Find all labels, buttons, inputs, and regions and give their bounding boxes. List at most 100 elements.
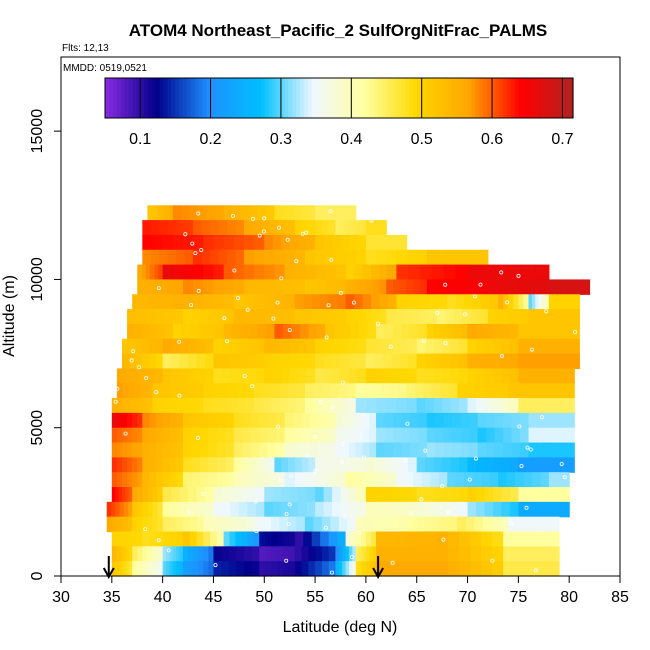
heatmap-cell [340, 234, 350, 251]
heatmap-cell [247, 338, 257, 355]
heatmap-cell [552, 487, 562, 503]
heatmap-cell [376, 442, 386, 458]
heatmap-cell [531, 472, 541, 488]
heatmap-cell [220, 398, 230, 414]
sample-point [443, 282, 448, 287]
colorbar-swatch [296, 78, 301, 118]
sample-point [257, 233, 262, 238]
heatmap-cell [191, 472, 201, 488]
heatmap-cell [230, 353, 240, 369]
heatmap-cell [254, 264, 265, 281]
heatmap-cell [284, 427, 294, 444]
heatmap-cell [538, 294, 543, 310]
heatmap-cell [564, 398, 575, 414]
heatmap-cell [559, 338, 570, 355]
heatmap-cell [132, 457, 138, 473]
heatmap-cell [509, 457, 519, 473]
heatmap-cell [116, 368, 126, 384]
heatmap-cell [565, 472, 570, 488]
heatmap-cell [115, 561, 120, 577]
heatmap-cell [379, 264, 389, 281]
heatmap-cell [348, 442, 357, 458]
heatmap-cell [406, 546, 418, 562]
heatmap-cell [431, 516, 442, 533]
heatmap-cell [137, 427, 143, 444]
colorbar-swatch [459, 78, 465, 118]
heatmap-cell [208, 546, 215, 562]
heatmap-cell [345, 561, 350, 577]
heatmap-cell [162, 427, 171, 444]
heatmap-cell [203, 516, 213, 533]
sample-point [369, 218, 374, 223]
heatmap-cell [166, 546, 171, 562]
heatmap-cell [301, 412, 311, 429]
heatmap-cell [342, 546, 347, 562]
colorbar-swatch [319, 78, 324, 118]
heatmap-cell [213, 234, 225, 251]
heatmap-cell [127, 309, 137, 325]
heatmap-cell [503, 531, 514, 547]
heatmap-cell [443, 264, 457, 281]
sample-point [313, 434, 318, 439]
heatmap-cell [437, 546, 449, 562]
heatmap-cell [460, 323, 469, 340]
heatmap-cell [431, 383, 442, 399]
heatmap-cell [198, 205, 208, 221]
heatmap-cell [348, 205, 357, 221]
heatmap-cell [247, 368, 257, 384]
heatmap-cell [443, 427, 453, 444]
heatmap-cell [357, 353, 367, 369]
heatmap-cell [381, 383, 391, 399]
heatmap-cell [204, 368, 215, 384]
heatmap-cell [111, 531, 118, 547]
sample-point [540, 415, 545, 420]
heatmap-cell [276, 427, 286, 444]
heatmap-cell [345, 531, 352, 547]
colorbar-swatch [432, 78, 438, 118]
heatmap-cell [232, 205, 242, 221]
heatmap-cell [447, 294, 457, 310]
heatmap-cell [460, 427, 470, 444]
heatmap-cell [355, 531, 362, 547]
heatmap-cell [359, 561, 364, 577]
heatmap-cell [225, 472, 235, 488]
colorbar-swatch [198, 78, 204, 118]
heatmap-cell [459, 531, 471, 547]
heatmap-cell [382, 353, 392, 369]
heatmap-cell [142, 220, 152, 236]
x-tick-label: 30 [52, 589, 70, 606]
heatmap-cell [492, 501, 503, 518]
heatmap-cell [545, 309, 555, 325]
sample-point [441, 537, 446, 542]
heatmap-cell [223, 323, 233, 340]
sample-point [254, 529, 259, 534]
heatmap-cell [259, 472, 269, 488]
sample-point [294, 259, 299, 264]
heatmap-cell [168, 205, 174, 221]
heatmap-cell [376, 412, 386, 429]
heatmap-cell [267, 472, 277, 488]
x-tick-label: 35 [103, 589, 121, 606]
heatmap-cell [518, 294, 525, 310]
heatmap-cell [166, 561, 171, 577]
heatmap-cell [254, 234, 265, 251]
heatmap-cell [362, 546, 367, 562]
heatmap-cell [355, 220, 362, 236]
heatmap-cell [288, 561, 296, 577]
heatmap-cell [423, 516, 433, 533]
heatmap-cell [150, 249, 160, 266]
heatmap-cell [179, 338, 189, 355]
heatmap-cell [499, 383, 509, 399]
heatmap-cell [320, 309, 330, 325]
heatmap-cell [228, 516, 238, 533]
heatmap-cell [569, 279, 577, 295]
heatmap-cell [193, 546, 199, 562]
heatmap-cell [365, 487, 375, 503]
heatmap-cell [342, 412, 350, 429]
colorbar-swatch [292, 78, 297, 118]
heatmap-cell [294, 279, 306, 295]
heatmap-cell [276, 412, 286, 429]
x-axis: 30 35 40 45 50 55 60 65 70 75 80 85 [52, 576, 629, 606]
heatmap-cell [123, 501, 129, 518]
heatmap-cell [459, 561, 471, 577]
